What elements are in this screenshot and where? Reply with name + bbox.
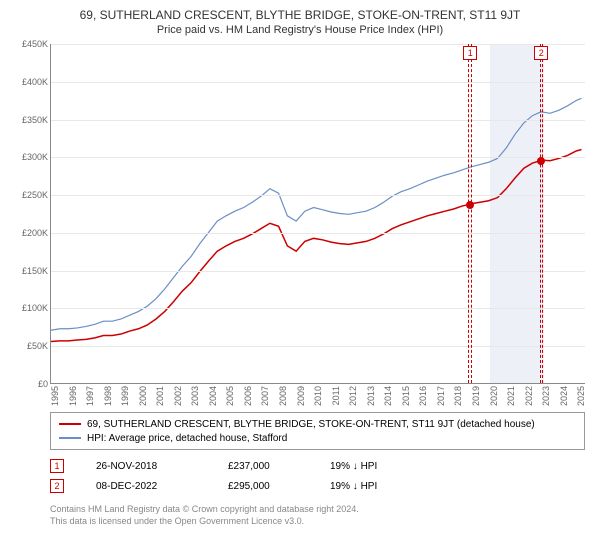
- x-tick-label: 2018: [453, 386, 471, 406]
- gridline: [51, 82, 585, 83]
- y-tick-label: £350K: [22, 115, 48, 125]
- y-tick-label: £450K: [22, 39, 48, 49]
- sale-marker-label: 2: [534, 46, 548, 60]
- x-tick-label: 2012: [348, 386, 366, 406]
- sale-dot: [466, 201, 474, 209]
- plot-area: 12: [50, 44, 585, 384]
- y-tick-label: £250K: [22, 190, 48, 200]
- gridline: [51, 157, 585, 158]
- x-tick-label: 1997: [85, 386, 103, 406]
- gridline: [51, 271, 585, 272]
- sale-row: 1 26-NOV-2018 £237,000 19% ↓ HPI: [50, 456, 590, 476]
- y-tick-label: £400K: [22, 77, 48, 87]
- y-tick-label: £200K: [22, 228, 48, 238]
- x-tick-label: 1999: [120, 386, 138, 406]
- arrow-down-icon: ↓: [353, 461, 358, 472]
- chart-subtitle: Price paid vs. HM Land Registry's House …: [10, 24, 590, 36]
- gridline: [51, 233, 585, 234]
- sale-dot: [537, 157, 545, 165]
- x-tick-label: 2020: [489, 386, 507, 406]
- series-blue: [51, 98, 582, 330]
- x-tick-label: 2003: [190, 386, 208, 406]
- legend-swatch: [59, 423, 81, 425]
- y-tick-label: £0: [38, 379, 48, 389]
- chart-area: £0 £50K £100K £150K £200K £250K £300K £350K £400…: [10, 44, 590, 404]
- x-tick-label: 2015: [401, 386, 419, 406]
- x-tick-label: 1995: [50, 386, 68, 406]
- chart-title: 69, SUTHERLAND CRESCENT, BLYTHE BRIDGE, …: [10, 8, 590, 22]
- x-tick-label: 2011: [331, 386, 349, 405]
- sale-price: £295,000: [228, 481, 298, 492]
- sale-marker-band: [468, 44, 472, 383]
- footer-line-2: This data is licensed under the Open Gov…: [50, 516, 590, 528]
- x-tick-label: 2022: [524, 386, 542, 406]
- gridline: [51, 44, 585, 45]
- sale-marker-band: [540, 44, 544, 383]
- legend-label: 69, SUTHERLAND CRESCENT, BLYTHE BRIDGE, …: [87, 419, 535, 430]
- x-tick-label: 2013: [366, 386, 384, 406]
- sale-price: £237,000: [228, 461, 298, 472]
- x-tick-label: 2017: [436, 386, 454, 406]
- y-axis: £0£50K£100K£150K£200K£250K£300K£350K£400…: [10, 44, 50, 384]
- sale-index-box: 2: [50, 479, 64, 493]
- x-tick-label: 2005: [225, 386, 243, 406]
- x-tick-label: 2006: [243, 386, 261, 406]
- gridline: [51, 120, 585, 121]
- sale-pct: 19% ↓ HPI: [330, 461, 377, 472]
- x-tick-label: 2007: [260, 386, 278, 406]
- legend-swatch: [59, 437, 81, 439]
- sale-date: 08-DEC-2022: [96, 481, 196, 492]
- x-tick-label: 2024: [559, 386, 577, 406]
- x-tick-label: 2019: [471, 386, 489, 406]
- gridline: [51, 346, 585, 347]
- x-tick-label: 2014: [383, 386, 401, 406]
- x-tick-label: 2016: [418, 386, 436, 406]
- x-tick-label: 2002: [173, 386, 191, 406]
- x-tick-label: 2025: [576, 386, 594, 406]
- x-tick-label: 2001: [155, 386, 173, 406]
- x-tick-label: 2000: [138, 386, 156, 406]
- legend-item: 69, SUTHERLAND CRESCENT, BLYTHE BRIDGE, …: [59, 417, 576, 431]
- x-tick-label: 2009: [296, 386, 314, 406]
- sale-marker-label: 1: [463, 46, 477, 60]
- sale-row: 2 08-DEC-2022 £295,000 19% ↓ HPI: [50, 476, 590, 496]
- x-tick-label: 2021: [506, 386, 524, 406]
- x-tick-label: 1996: [68, 386, 86, 406]
- y-tick-label: £150K: [22, 266, 48, 276]
- x-tick-label: 1998: [103, 386, 121, 406]
- footer-line-1: Contains HM Land Registry data © Crown c…: [50, 504, 590, 516]
- sales-list: 1 26-NOV-2018 £237,000 19% ↓ HPI 2 08-DEC-202…: [10, 456, 590, 496]
- legend-item: HPI: Average price, detached house, Staf…: [59, 431, 576, 445]
- x-tick-label: 2004: [208, 386, 226, 406]
- gridline: [51, 195, 585, 196]
- x-axis: 1995199619971998199920002001200220032004…: [50, 384, 585, 404]
- sale-pct: 19% ↓ HPI: [330, 481, 377, 492]
- y-tick-label: £50K: [27, 341, 48, 351]
- legend-box: 69, SUTHERLAND CRESCENT, BLYTHE BRIDGE, …: [50, 412, 585, 450]
- x-tick-label: 2008: [278, 386, 296, 406]
- sale-index-box: 1: [50, 459, 64, 473]
- series-red: [51, 149, 582, 341]
- gridline: [51, 308, 585, 309]
- x-tick-label: 2010: [313, 386, 331, 406]
- footer: Contains HM Land Registry data © Crown c…: [50, 504, 590, 527]
- sale-date: 26-NOV-2018: [96, 461, 196, 472]
- line-series-svg: [51, 44, 585, 383]
- y-tick-label: £100K: [22, 303, 48, 313]
- x-tick-label: 2023: [541, 386, 559, 406]
- legend-label: HPI: Average price, detached house, Staf…: [87, 433, 287, 444]
- arrow-down-icon: ↓: [353, 481, 358, 492]
- y-tick-label: £300K: [22, 152, 48, 162]
